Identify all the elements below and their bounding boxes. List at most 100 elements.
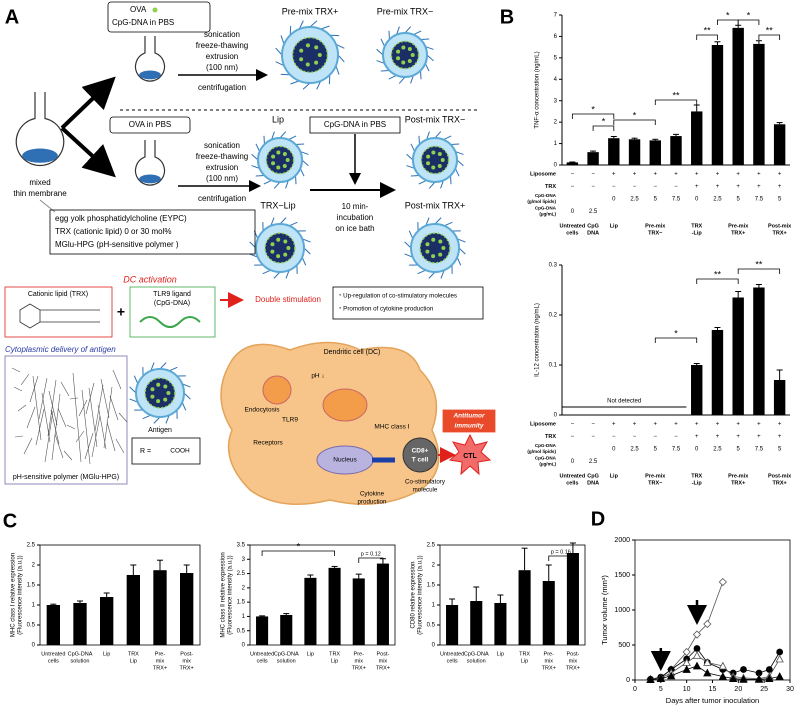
antigen-dot (283, 252, 288, 257)
bar (649, 140, 661, 165)
table-cell: + (695, 172, 699, 178)
x-tick-label: Lip (610, 223, 619, 229)
table-cell: 5 (778, 197, 782, 203)
bar (446, 605, 459, 645)
antigen-dot (152, 7, 158, 13)
bar (608, 138, 620, 165)
table-row-label: Liposome (530, 421, 556, 427)
y-axis-label: (Fluorescence intensity (a.u.)) (228, 555, 234, 634)
x-tick-label: Lip (130, 658, 137, 664)
polymer-chain (301, 238, 311, 243)
table-cell: 2.5 (589, 209, 598, 215)
significance-bracket (696, 34, 718, 40)
polymer-chain (434, 217, 442, 225)
liposome-core (419, 232, 451, 264)
antigen-dot (431, 150, 436, 155)
annotation: ** (755, 259, 763, 269)
bar (376, 563, 389, 645)
antigen-dot (150, 387, 155, 392)
x-tick-label: Untreated (560, 223, 586, 229)
label: on ice bath (335, 224, 374, 233)
table-cell: − (591, 434, 595, 440)
polymer-chain (426, 131, 430, 140)
table-cell: − (654, 184, 658, 190)
polymer-chain (301, 256, 307, 266)
bar (628, 139, 641, 165)
x-tick-label: TRX+ (352, 665, 366, 671)
x-tick-label: TRX+ (542, 665, 556, 671)
bar (280, 615, 293, 645)
polymer-chain (270, 217, 275, 227)
polymer-chain (288, 135, 297, 141)
panel-label: A (5, 6, 19, 28)
polymer-chain (458, 247, 466, 255)
connector (60, 76, 116, 130)
label: (100 nm) (206, 174, 238, 183)
antigen-dot (276, 237, 281, 242)
antigen-dot (271, 154, 276, 159)
box (129, 286, 216, 338)
label: CD8+ (412, 448, 429, 455)
antigen-dot (317, 53, 322, 57)
antigen-dot (282, 152, 287, 157)
bar (773, 124, 786, 165)
polymer-structure (51, 393, 61, 461)
table-cell: − (612, 184, 616, 190)
antigen-dot (396, 49, 401, 54)
label: mixed (29, 178, 50, 187)
annotation: ** (766, 25, 774, 35)
table-cell: 7.5 (755, 447, 764, 453)
polymer-structure (78, 399, 88, 417)
y-tick-label: 1.5 (237, 600, 246, 606)
antigen-dot (396, 56, 401, 61)
x-tick-label: mix (379, 658, 388, 664)
y-tick-label: 2 (432, 563, 436, 569)
table-cell: + (778, 422, 782, 428)
x-tick-label: TRX+ (773, 480, 787, 486)
y-tick-label: 0.2 (549, 313, 558, 319)
bar (691, 111, 703, 165)
table-cell: 0 (571, 459, 575, 465)
polymer-chain (279, 217, 287, 225)
table-row-label: CpG-DNA (535, 206, 557, 211)
x-tick-label: Pre- (544, 651, 555, 657)
label: ・Up-regulation of co-stimulatory molecul… (337, 293, 457, 300)
polymer-structure (60, 381, 70, 397)
polymer-structure (115, 438, 125, 454)
label: (CpG-DNA) (154, 300, 190, 307)
bar (691, 365, 703, 415)
note: Not detected (607, 399, 641, 405)
antigen-dot (276, 165, 281, 170)
cpg-strand (139, 316, 201, 328)
label: pH-sensitive polymer (MGlu-HPG) (13, 474, 119, 481)
box (332, 286, 484, 320)
x-tick-label: Lip (307, 651, 314, 657)
polymer-chain (300, 151, 309, 155)
antigen-dot (305, 62, 310, 67)
bar (304, 577, 317, 645)
polymer-structure (91, 415, 101, 458)
polymer-chain (279, 131, 287, 139)
annotation: p = 0.16 (551, 549, 571, 555)
polymer-chain (181, 401, 187, 411)
y-tick-label: 1 (32, 603, 36, 609)
x-tick-label: TRX+ (566, 665, 580, 671)
polymer-chain (388, 74, 397, 80)
x-tick-label: 30 (786, 686, 794, 693)
antigen-dot (156, 399, 161, 404)
label: ・Promotion of cytokine production (337, 306, 434, 313)
y-axis-label: Tumor volume (mm³) (600, 575, 609, 645)
label: Antigen (148, 427, 172, 434)
polymer-chain (273, 271, 281, 279)
table-cell: + (736, 434, 740, 440)
table-cell: 0 (612, 447, 616, 453)
table-row-label: Liposome (530, 171, 556, 177)
polymer-chain (335, 43, 345, 49)
polymer-chain (251, 165, 260, 169)
polymer-chain (406, 165, 415, 169)
marker (754, 674, 764, 683)
y-tick-label: 0.1 (549, 363, 558, 369)
x-tick-label: CpG-DNA (464, 651, 489, 657)
label: Pre-mix TRX+ (282, 6, 339, 16)
annotation: ** (704, 25, 712, 35)
